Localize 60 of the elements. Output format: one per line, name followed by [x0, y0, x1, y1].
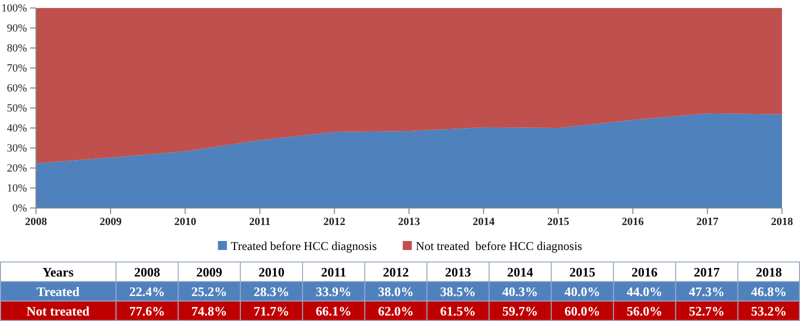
x-tick-label: 2013	[398, 216, 420, 228]
y-tick-label: 70%	[6, 62, 27, 75]
text: Not treated	[26, 303, 90, 318]
text: 56.0%	[626, 303, 662, 318]
text: 44.0%	[626, 284, 662, 299]
y-tick-label: 40%	[6, 122, 27, 135]
text: 38.0%	[378, 284, 414, 299]
y-tick-label: 20%	[6, 162, 27, 175]
y-tick-label: 60%	[6, 82, 27, 95]
text: 2016	[632, 264, 658, 280]
x-tick-label: 2017	[696, 216, 719, 228]
text: 74.8%	[191, 303, 228, 318]
text: 40.0%	[564, 284, 600, 299]
text: 2008	[134, 264, 161, 280]
x-tick-label: 2018	[771, 216, 794, 228]
text: 2014	[507, 264, 534, 280]
text: 2015	[569, 264, 596, 280]
text: 66.1%	[316, 303, 352, 318]
x-tick-label: 2012	[323, 216, 346, 228]
text: 2009	[196, 264, 223, 280]
text: 2017	[694, 264, 720, 280]
text: 25.2%	[191, 284, 228, 299]
text: 38.5%	[440, 284, 476, 299]
text: 2013	[445, 264, 472, 280]
text: 22.4%	[129, 284, 165, 299]
legend-label: Treated before HCC diagnosis	[230, 239, 378, 253]
text: 62.0%	[378, 303, 414, 318]
text: 60.0%	[564, 303, 600, 318]
text: 47.3%	[688, 284, 725, 299]
y-tick-label: 50%	[6, 102, 27, 115]
text: 2010	[258, 264, 284, 280]
y-tick-label: 100%	[1, 2, 27, 15]
text: 52.7%	[688, 303, 725, 318]
text: 28.3%	[254, 284, 290, 299]
y-tick-label: 80%	[6, 42, 27, 55]
x-tick-label: 2016	[622, 216, 644, 228]
text: 40.3%	[502, 284, 538, 299]
x-tick-label: 2014	[472, 216, 496, 228]
x-tick-label: 2009	[100, 216, 122, 228]
y-tick-label: 30%	[6, 142, 27, 155]
x-tick-label: 2011	[249, 216, 271, 228]
text: 2012	[382, 264, 409, 280]
text: 77.6%	[129, 303, 165, 318]
text: 33.9%	[316, 284, 352, 299]
text: 46.8%	[751, 284, 787, 299]
y-tick-label: 10%	[6, 182, 27, 195]
text: Years	[42, 264, 74, 280]
y-tick-label: 90%	[6, 22, 27, 35]
y-tick-label: 0%	[12, 202, 27, 215]
x-tick-label: 2015	[547, 216, 570, 228]
text: 2018	[756, 264, 782, 280]
legend-label: Not treated before HCC diagnosis	[416, 239, 582, 253]
text: Treated	[36, 284, 80, 299]
text: 2011	[320, 264, 346, 280]
x-tick-label: 2010	[174, 216, 197, 228]
text: 71.7%	[254, 303, 290, 318]
x-tick-label: 2008	[25, 216, 48, 228]
text: 61.5%	[440, 303, 476, 318]
text: 53.2%	[751, 303, 787, 318]
text: 59.7%	[502, 303, 538, 318]
